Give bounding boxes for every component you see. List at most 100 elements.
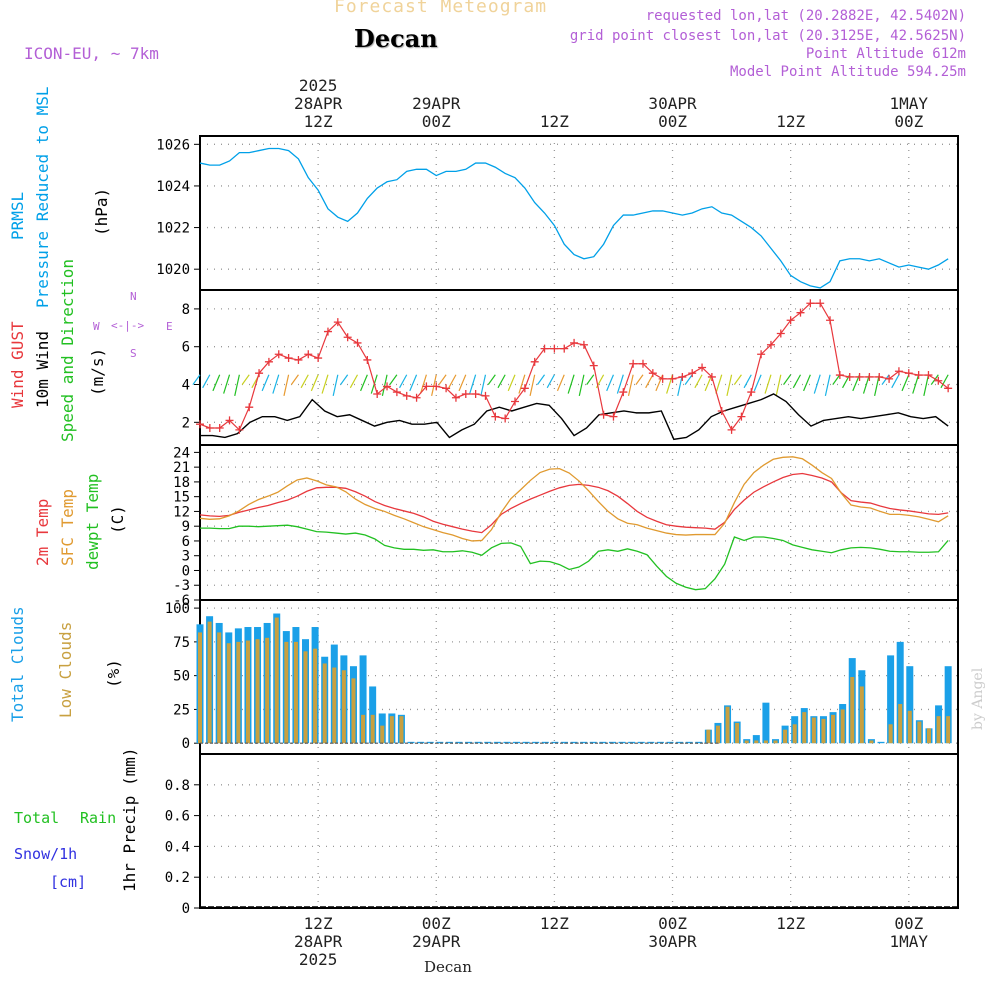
low-cloud-bar <box>198 632 202 744</box>
total-cloud-bar <box>445 741 453 744</box>
clouds-panel: 0 25 50 75 100 <box>165 599 959 755</box>
model-label: ICON-EU, ~ 7km <box>24 44 159 63</box>
temp-ytick-label: 24 <box>173 445 190 461</box>
requested-coords: requested lon,lat (20.2882E, 42.5402N) <box>645 8 966 24</box>
wind-gust-marker <box>264 357 273 366</box>
total-cloud-bar <box>522 741 530 744</box>
time-tick-label: 30APR <box>648 932 697 951</box>
time-tick-label: 00Z <box>421 914 451 933</box>
low-cloud-bar <box>207 621 212 744</box>
wind-direction-arrow <box>655 374 664 392</box>
wind-direction-arrow <box>715 374 723 394</box>
wind-gust-marker <box>353 338 362 347</box>
wind-direction-arrow <box>901 374 910 392</box>
wind-direction-arrow <box>627 374 634 397</box>
total-cloud-bar <box>570 741 578 744</box>
wind-gust-marker <box>579 340 588 349</box>
wind-direction-arrow <box>389 374 398 385</box>
wind-gust-marker <box>904 369 913 378</box>
wind-direction-arrow <box>862 374 870 394</box>
precip-ytick-label: 0.2 <box>165 870 190 886</box>
total-cloud-bar <box>484 741 492 744</box>
wind-gust-marker <box>648 369 657 378</box>
temp-ytick-label: 9 <box>182 519 190 535</box>
wind-direction-arrow <box>529 374 536 397</box>
wind-gust-marker <box>540 344 549 353</box>
wind-direction-arrow <box>419 374 427 394</box>
wind-direction-arrow <box>881 374 890 385</box>
total-cloud-bar <box>656 741 664 744</box>
wind-gust-marker <box>678 372 687 381</box>
low-cloud-bar <box>236 641 241 744</box>
wind-gust-marker <box>747 388 756 397</box>
wind-gust-marker <box>491 412 500 421</box>
low-cloud-bar <box>715 725 720 744</box>
wind-direction-arrow <box>469 374 477 394</box>
footer-location: Decan <box>424 958 472 976</box>
wind-gust-marker <box>245 403 254 412</box>
wind-gust-marker <box>619 388 628 397</box>
wind-direction-arrow <box>241 374 250 385</box>
clouds-ytick-label: 25 <box>173 702 190 718</box>
temp-frame <box>199 444 959 601</box>
wind-direction-arrow <box>775 374 782 397</box>
time-tick-label: 12Z <box>539 112 569 131</box>
wind-direction-arrow <box>487 374 496 385</box>
total-cloud-bar <box>599 741 607 744</box>
time-tick-label: 1MAY <box>889 94 929 113</box>
total-cloud-bar <box>676 741 684 744</box>
wind-gust-marker <box>875 372 884 381</box>
wind-gust-marker <box>885 374 894 383</box>
wind-gust-marker <box>383 382 392 391</box>
low-cloud-bar <box>293 641 298 744</box>
time-tick-label: 00Z <box>658 914 687 933</box>
wind-direction-arrow <box>234 374 240 397</box>
sfc-temp-line <box>199 456 949 542</box>
wind-gust-marker <box>835 371 844 380</box>
wind-direction-arrow <box>438 374 447 385</box>
time-tick-label: 12Z <box>539 914 569 933</box>
wind-gust-marker <box>688 369 697 378</box>
wind-gust-marker <box>944 384 953 393</box>
wind-direction-arrow <box>448 374 457 389</box>
wind-direction-arrow <box>261 374 270 392</box>
wind-gust-marker <box>609 412 618 421</box>
time-tick-label: 12Z <box>303 112 333 131</box>
precip-cm-label: [cm] <box>50 873 87 891</box>
wind-direction-arrow <box>458 374 467 392</box>
wind-gust-marker <box>481 391 490 400</box>
wind-direction-arrow <box>272 374 280 394</box>
temp-ytick-label: -6 <box>173 593 190 609</box>
wind-direction-arrow <box>202 374 211 389</box>
wind-direction-arrow <box>360 374 368 392</box>
wind-direction-arrow <box>536 374 546 385</box>
wind-gust-marker <box>757 350 766 359</box>
wind-gust-marker <box>225 416 234 425</box>
total-cloud-bar <box>647 741 655 744</box>
wind-gust-marker <box>274 350 283 359</box>
wind-gust-marker <box>294 355 303 364</box>
pressure-ytick-label: 1024 <box>156 179 190 195</box>
low-cloud-bar <box>226 643 231 744</box>
wind-direction-arrow <box>399 374 408 389</box>
wind-direction-arrow <box>783 374 792 385</box>
total-cloud-bar <box>887 655 895 744</box>
time-tick-label: 30APR <box>648 94 697 113</box>
wind-gust-marker <box>658 374 667 383</box>
low-cloud-bar <box>361 714 366 744</box>
total-cloud-bar <box>695 741 703 744</box>
wind-direction-arrow <box>684 374 693 385</box>
compass-arrow: <-|-> <box>111 319 145 332</box>
clouds-ytick-label: 50 <box>173 669 190 685</box>
pressure-panel: 1020 1022 1024 1026 <box>156 135 959 291</box>
low-cloud-bar <box>888 724 893 744</box>
total-cloud-bar <box>752 735 760 744</box>
total-cloud-bar <box>589 741 597 744</box>
wind-gust-marker <box>520 384 529 393</box>
low-cloud-bar <box>351 678 356 744</box>
wind-gust-marker <box>343 333 352 342</box>
low-cloud-bar <box>907 710 912 744</box>
low-cloud-bar <box>265 637 270 744</box>
